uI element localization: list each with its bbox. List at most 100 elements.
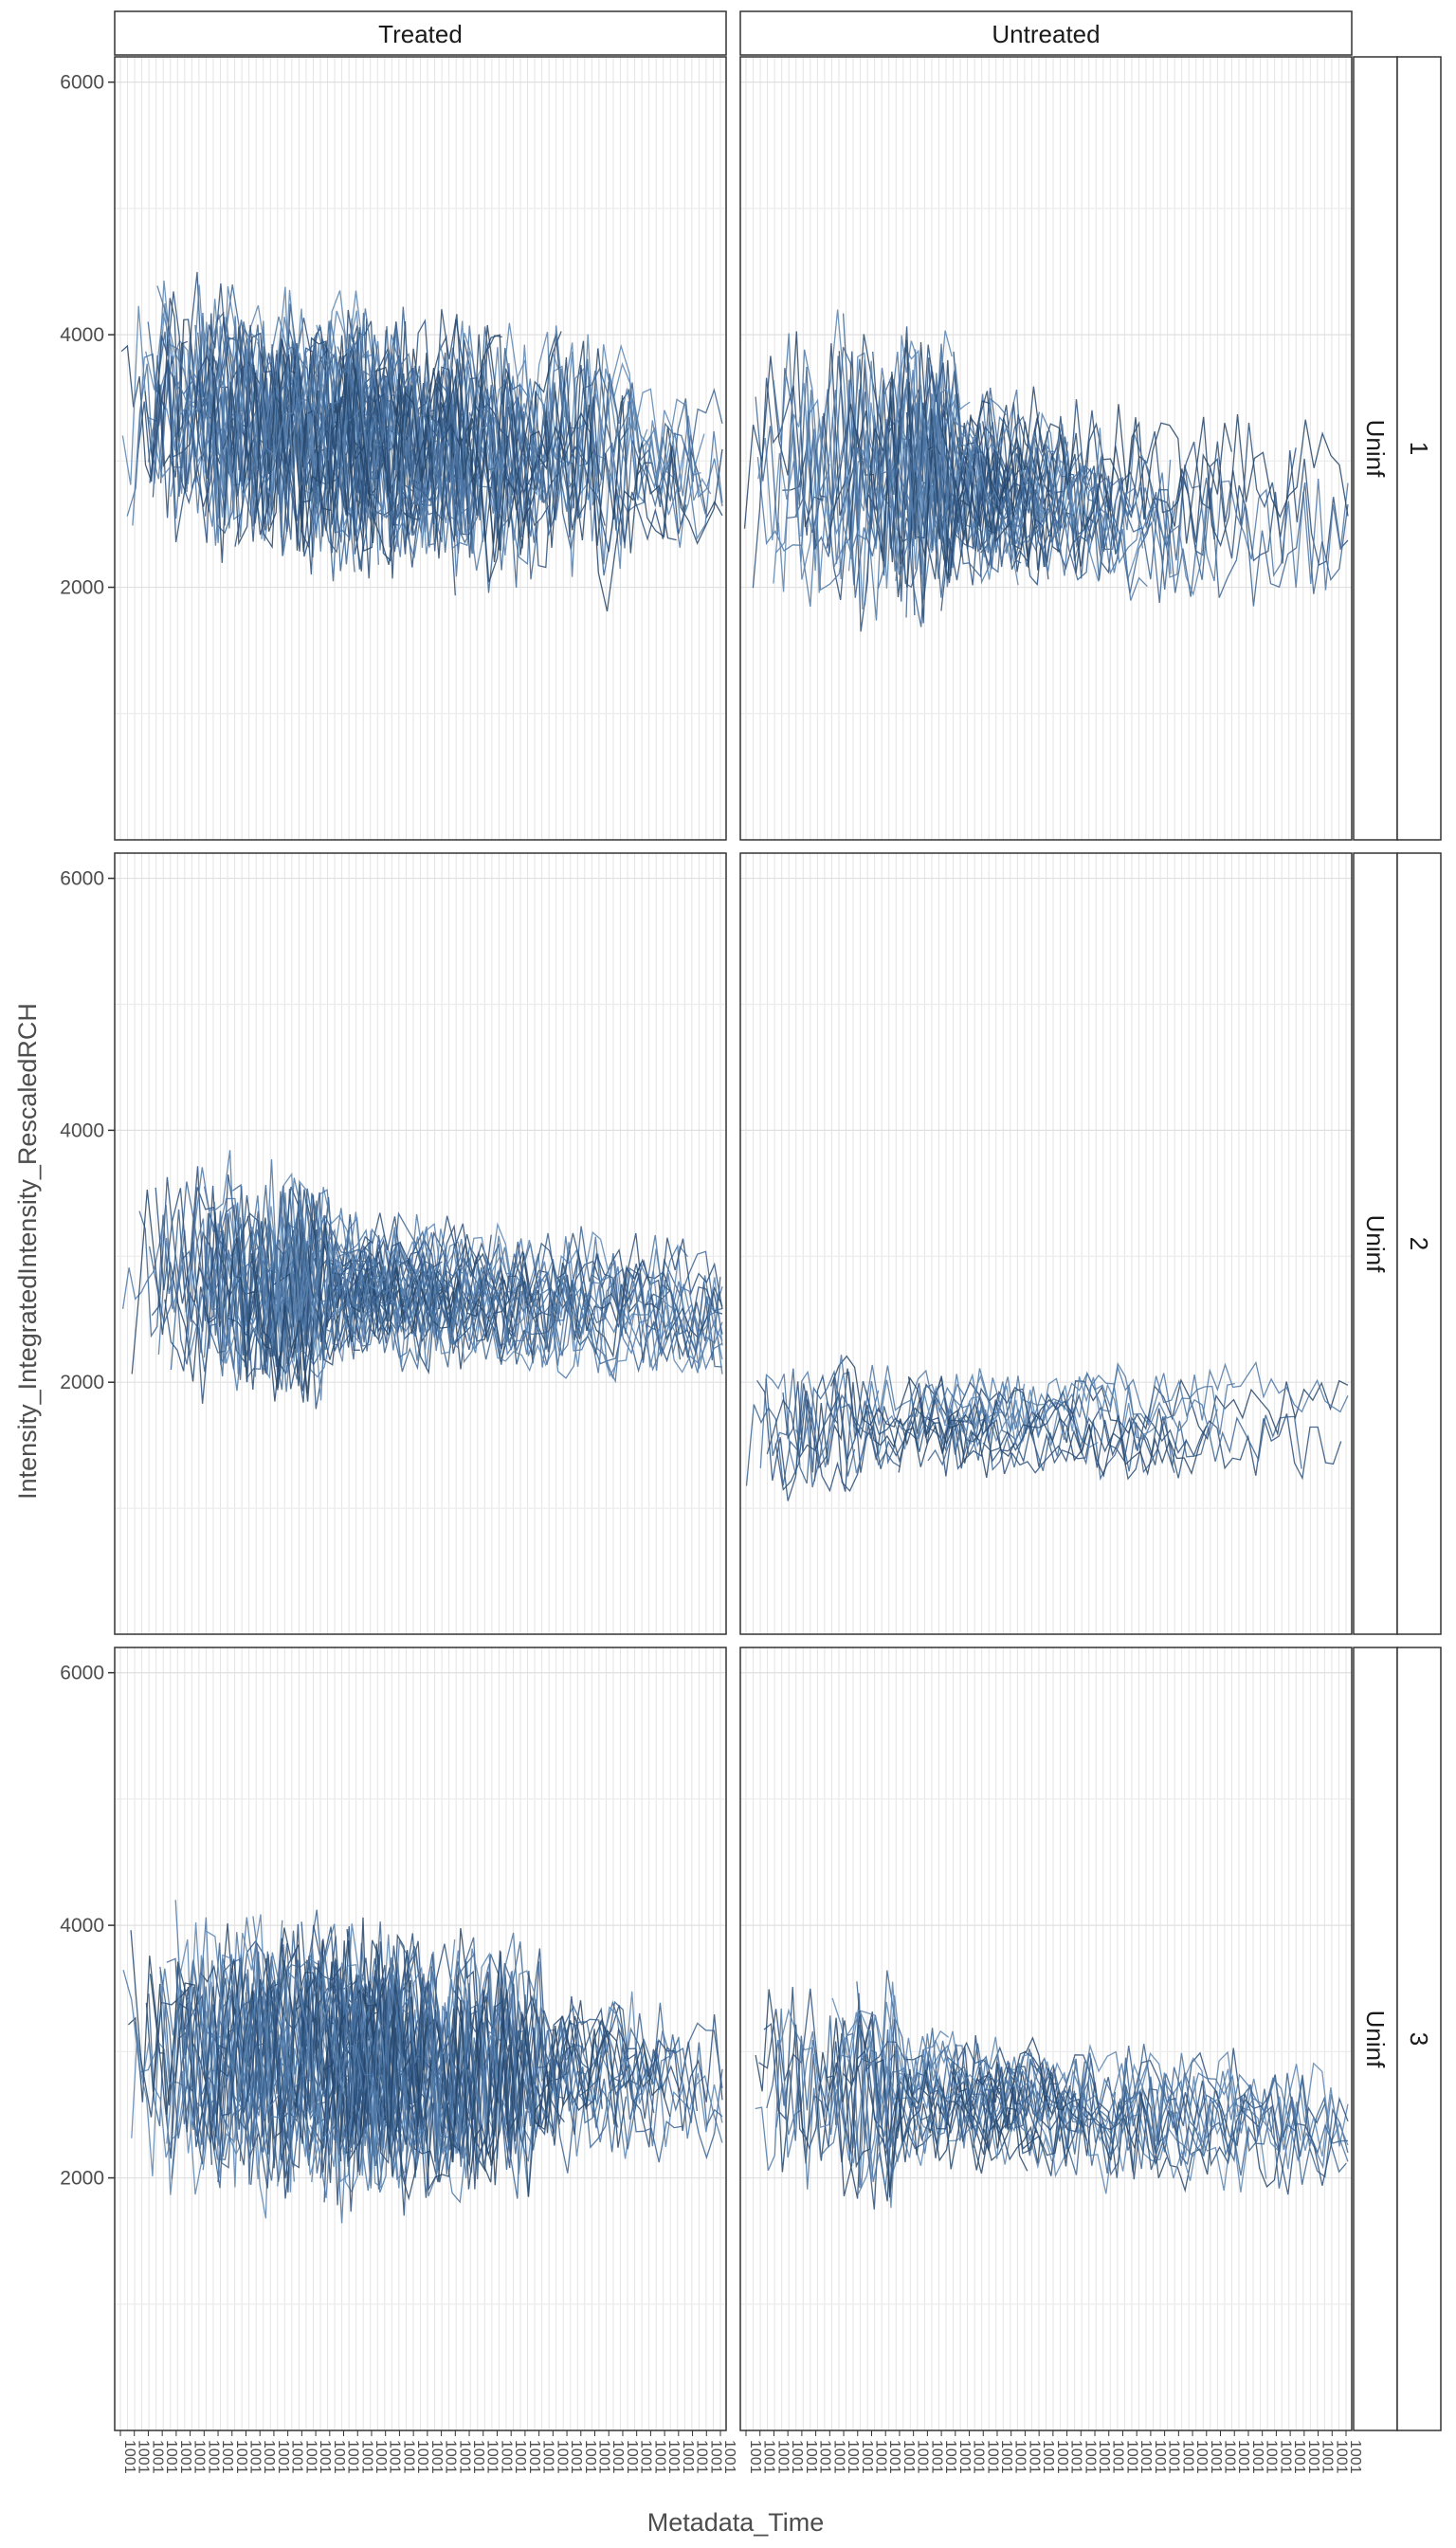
row-strip-replicate-label: 2	[1405, 1237, 1433, 1250]
series-line	[800, 365, 1144, 576]
series-line	[246, 1186, 492, 1347]
series-line	[848, 334, 1050, 583]
series-line	[773, 333, 1007, 556]
panel-3-1	[114, 1647, 727, 2431]
x-tick-label: 1001	[554, 2440, 570, 2474]
series-line	[918, 1383, 1026, 1446]
series-line	[173, 317, 242, 482]
series-line	[797, 2025, 1028, 2197]
series-line	[852, 1400, 958, 1465]
column-strip-label: Treated	[378, 20, 463, 48]
row-strip-replicate-3	[1396, 1647, 1442, 2431]
series-line	[847, 360, 1090, 572]
x-tick-label: 1001	[1110, 2440, 1126, 2474]
x-tick-label: 1001	[1291, 2440, 1307, 2474]
x-tick-label: 1001	[484, 2440, 500, 2474]
x-tick-label: 1001	[872, 2440, 888, 2474]
series-line	[826, 400, 1053, 624]
x-tick-label: 1001	[1320, 2440, 1336, 2474]
x-tick-label: 1001	[1096, 2440, 1112, 2474]
y-tick-label: 4000	[60, 1119, 104, 1141]
x-tick-label: 1001	[526, 2440, 542, 2474]
panel-border	[114, 852, 727, 1635]
series-line	[773, 382, 830, 593]
x-tick-label: 1001	[136, 2440, 152, 2474]
series-line	[289, 1236, 537, 1380]
panel-3-2	[739, 1647, 1353, 2431]
row-strip-replicate-1	[1396, 56, 1442, 841]
row-strip-group-3	[1353, 1647, 1398, 2431]
column-strip-2	[739, 10, 1353, 56]
series-line	[170, 284, 379, 498]
series-line	[305, 1975, 505, 2186]
x-tick-label: 1001	[582, 2440, 598, 2474]
x-tick-label: 1001	[331, 2440, 347, 2474]
x-tick-label: 1001	[1054, 2440, 1070, 2474]
series-line	[205, 354, 723, 583]
series-line	[961, 1390, 1099, 1448]
panel-border	[114, 56, 727, 841]
series-line	[949, 2041, 1326, 2157]
series-line	[147, 284, 250, 468]
x-tick-label: 1001	[205, 2440, 221, 2474]
y-tick-label: 6000	[60, 72, 104, 94]
panel-1-2	[739, 56, 1353, 841]
x-tick-label: 1001	[665, 2440, 682, 2474]
x-axis-layer: 1001100110011001100110011001100110011001…	[119, 2430, 1363, 2474]
series-line	[184, 1961, 264, 2138]
x-tick-label: 1001	[1222, 2440, 1238, 2474]
series-line	[978, 446, 1349, 607]
series-group	[120, 271, 723, 612]
x-tick-label: 1001	[721, 2440, 737, 2474]
series-line	[254, 1230, 358, 1377]
x-tick-label: 1001	[456, 2440, 472, 2474]
x-tick-label: 1001	[358, 2440, 374, 2474]
x-tick-label: 1001	[747, 2440, 763, 2474]
x-tick-label: 1001	[302, 2440, 318, 2474]
series-line	[977, 2055, 1347, 2174]
x-tick-label: 1001	[246, 2440, 263, 2474]
row-strip-group-2	[1353, 852, 1398, 1635]
x-tick-label: 1001	[956, 2440, 973, 2474]
x-tick-label: 1001	[638, 2440, 654, 2474]
x-tick-label: 1001	[928, 2440, 944, 2474]
horizontal-gridlines	[740, 1672, 1352, 2305]
panel-2-2	[739, 852, 1353, 1635]
x-tick-label: 1001	[707, 2440, 723, 2474]
x-tick-label: 1001	[568, 2440, 584, 2474]
x-tick-label: 1001	[387, 2440, 403, 2474]
panel-border	[114, 1647, 727, 2431]
series-line	[288, 1983, 543, 2201]
series-line	[327, 1980, 723, 2199]
series-line	[841, 2001, 1053, 2181]
x-tick-label: 1001	[345, 2440, 361, 2474]
series-line	[156, 285, 566, 522]
x-tick-label: 1001	[859, 2440, 875, 2474]
series-line	[982, 386, 1349, 548]
series-line	[950, 399, 1297, 569]
series-line	[170, 1181, 320, 1371]
series-line	[755, 2008, 992, 2190]
x-tick-label: 1001	[191, 2440, 208, 2474]
x-tick-label: 1001	[1208, 2440, 1224, 2474]
row-strip-replicate-label: 1	[1405, 442, 1433, 455]
y-tick-label: 4000	[60, 324, 104, 346]
x-tick-label: 1001	[830, 2440, 846, 2474]
series-line	[766, 1993, 901, 2165]
panel-1-1	[114, 56, 727, 841]
series-line	[925, 2040, 1301, 2151]
x-tick-label: 1001	[470, 2440, 486, 2474]
vertical-gridlines	[745, 853, 1347, 1634]
vertical-gridlines	[745, 1647, 1347, 2430]
x-tick-label: 1001	[1123, 2440, 1139, 2474]
x-tick-label: 1001	[428, 2440, 445, 2474]
series-group	[121, 1150, 723, 1410]
x-tick-label: 1001	[651, 2440, 667, 2474]
series-line	[174, 1958, 245, 2151]
y-tick-label: 2000	[60, 577, 104, 599]
x-tick-label: 1001	[1235, 2440, 1251, 2474]
series-line	[334, 1229, 467, 1336]
series-line	[801, 390, 952, 621]
series-line	[927, 1382, 1016, 1458]
series-line	[159, 1959, 308, 2139]
